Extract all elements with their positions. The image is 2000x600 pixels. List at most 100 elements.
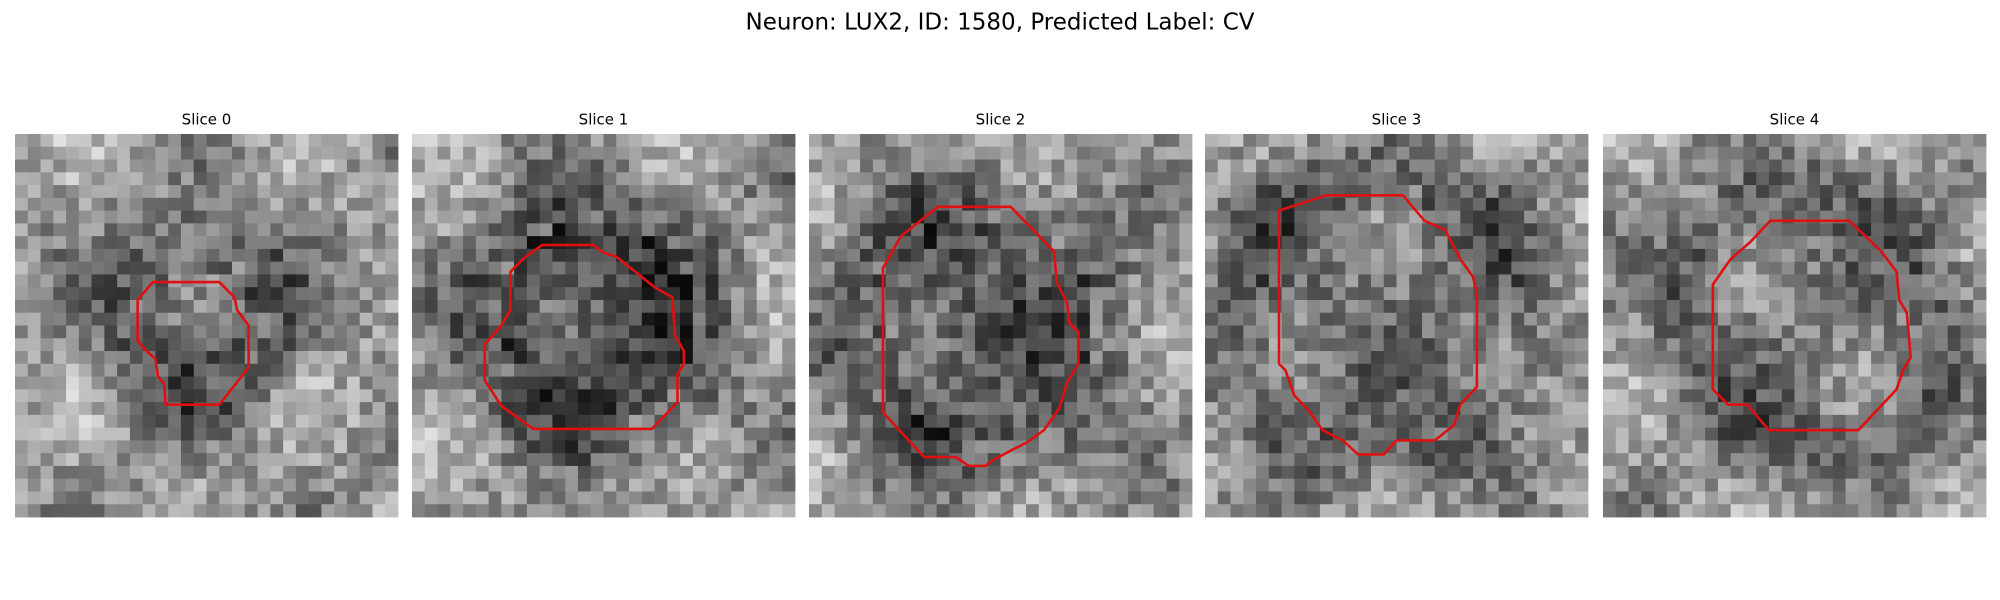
pixel — [27, 325, 41, 339]
pixel — [1973, 465, 1987, 480]
pixel — [385, 478, 399, 492]
pixel — [1243, 351, 1257, 365]
pixel — [78, 402, 92, 416]
pixel — [860, 287, 874, 301]
pixel — [590, 172, 604, 186]
pixel — [1038, 376, 1052, 390]
pixel — [1909, 389, 1923, 403]
pixel — [1549, 325, 1563, 339]
pixel — [219, 159, 233, 173]
pixel — [718, 312, 732, 326]
pixel — [1666, 210, 1680, 224]
pixel — [334, 414, 348, 429]
pixel — [1000, 274, 1014, 288]
pixel — [346, 427, 361, 441]
pixel — [718, 389, 732, 403]
pixel — [1603, 197, 1617, 211]
pixel — [1832, 440, 1846, 454]
pixel — [475, 197, 489, 211]
pixel — [1179, 504, 1193, 518]
pixel — [616, 299, 630, 314]
pixel — [359, 440, 373, 454]
pixel — [743, 197, 758, 211]
pixel — [1077, 236, 1091, 250]
pixel — [731, 134, 745, 148]
pixel — [731, 376, 745, 390]
pixel — [1743, 248, 1757, 263]
pixel — [1536, 491, 1551, 505]
pixel — [1358, 325, 1372, 339]
pixel — [1256, 299, 1270, 314]
pixel — [1140, 491, 1155, 505]
pixel — [1536, 465, 1551, 480]
pixel — [1973, 134, 1987, 148]
pixel — [1396, 159, 1410, 173]
pixel — [1641, 185, 1655, 199]
pixel — [78, 159, 92, 173]
pixel — [1654, 478, 1668, 492]
pixel — [104, 223, 118, 237]
pixel — [193, 299, 207, 314]
pixel — [308, 414, 322, 429]
pixel — [1205, 287, 1219, 301]
pixel — [603, 427, 617, 441]
pixel — [488, 465, 502, 480]
pixel — [1332, 223, 1346, 237]
pixel — [949, 465, 963, 480]
pixel — [501, 134, 515, 148]
pixel — [424, 210, 438, 224]
pixel — [692, 427, 707, 441]
pixel — [1409, 248, 1423, 263]
pixel — [1807, 134, 1821, 148]
pixel — [1679, 491, 1693, 505]
pixel — [641, 478, 655, 492]
pixel — [206, 223, 220, 237]
pixel — [872, 414, 886, 429]
pixel — [1615, 351, 1629, 365]
pixel — [1422, 338, 1436, 352]
pixel — [1332, 274, 1346, 288]
pixel — [987, 478, 1001, 492]
pixel — [1666, 185, 1680, 199]
pixel — [1807, 197, 1821, 211]
pixel — [244, 274, 258, 288]
pixel — [552, 338, 566, 352]
pixel — [962, 210, 976, 224]
pixel — [1768, 287, 1783, 301]
pixel — [346, 491, 361, 505]
pixel — [885, 185, 899, 199]
pixel — [1166, 172, 1180, 186]
pixel — [629, 172, 643, 186]
pixel — [424, 376, 438, 390]
pixel — [847, 440, 861, 454]
pixel — [641, 159, 655, 173]
pixel — [949, 248, 963, 263]
pixel — [834, 236, 848, 250]
pixel — [1743, 465, 1757, 480]
pixel — [1909, 185, 1923, 199]
pixel — [769, 440, 783, 454]
pixel — [1268, 389, 1282, 403]
pixel — [180, 414, 195, 429]
pixel — [911, 414, 925, 429]
pixel — [1654, 363, 1668, 377]
pixel — [923, 172, 938, 186]
pixel — [1281, 299, 1295, 314]
pixel — [987, 172, 1001, 186]
pixel — [1641, 414, 1655, 429]
pixel — [66, 236, 80, 250]
pixel — [885, 146, 899, 160]
pixel — [1013, 248, 1027, 263]
pixel — [295, 491, 310, 505]
pixel — [936, 389, 950, 403]
pixel — [27, 146, 41, 160]
pixel — [437, 453, 451, 467]
pixel — [1383, 376, 1397, 390]
pixel — [705, 351, 719, 365]
pixel — [1641, 363, 1655, 377]
pixel — [1000, 210, 1014, 224]
pixel — [155, 159, 169, 173]
pixel — [756, 363, 770, 377]
pixel — [1524, 197, 1538, 211]
pixel — [526, 172, 541, 186]
